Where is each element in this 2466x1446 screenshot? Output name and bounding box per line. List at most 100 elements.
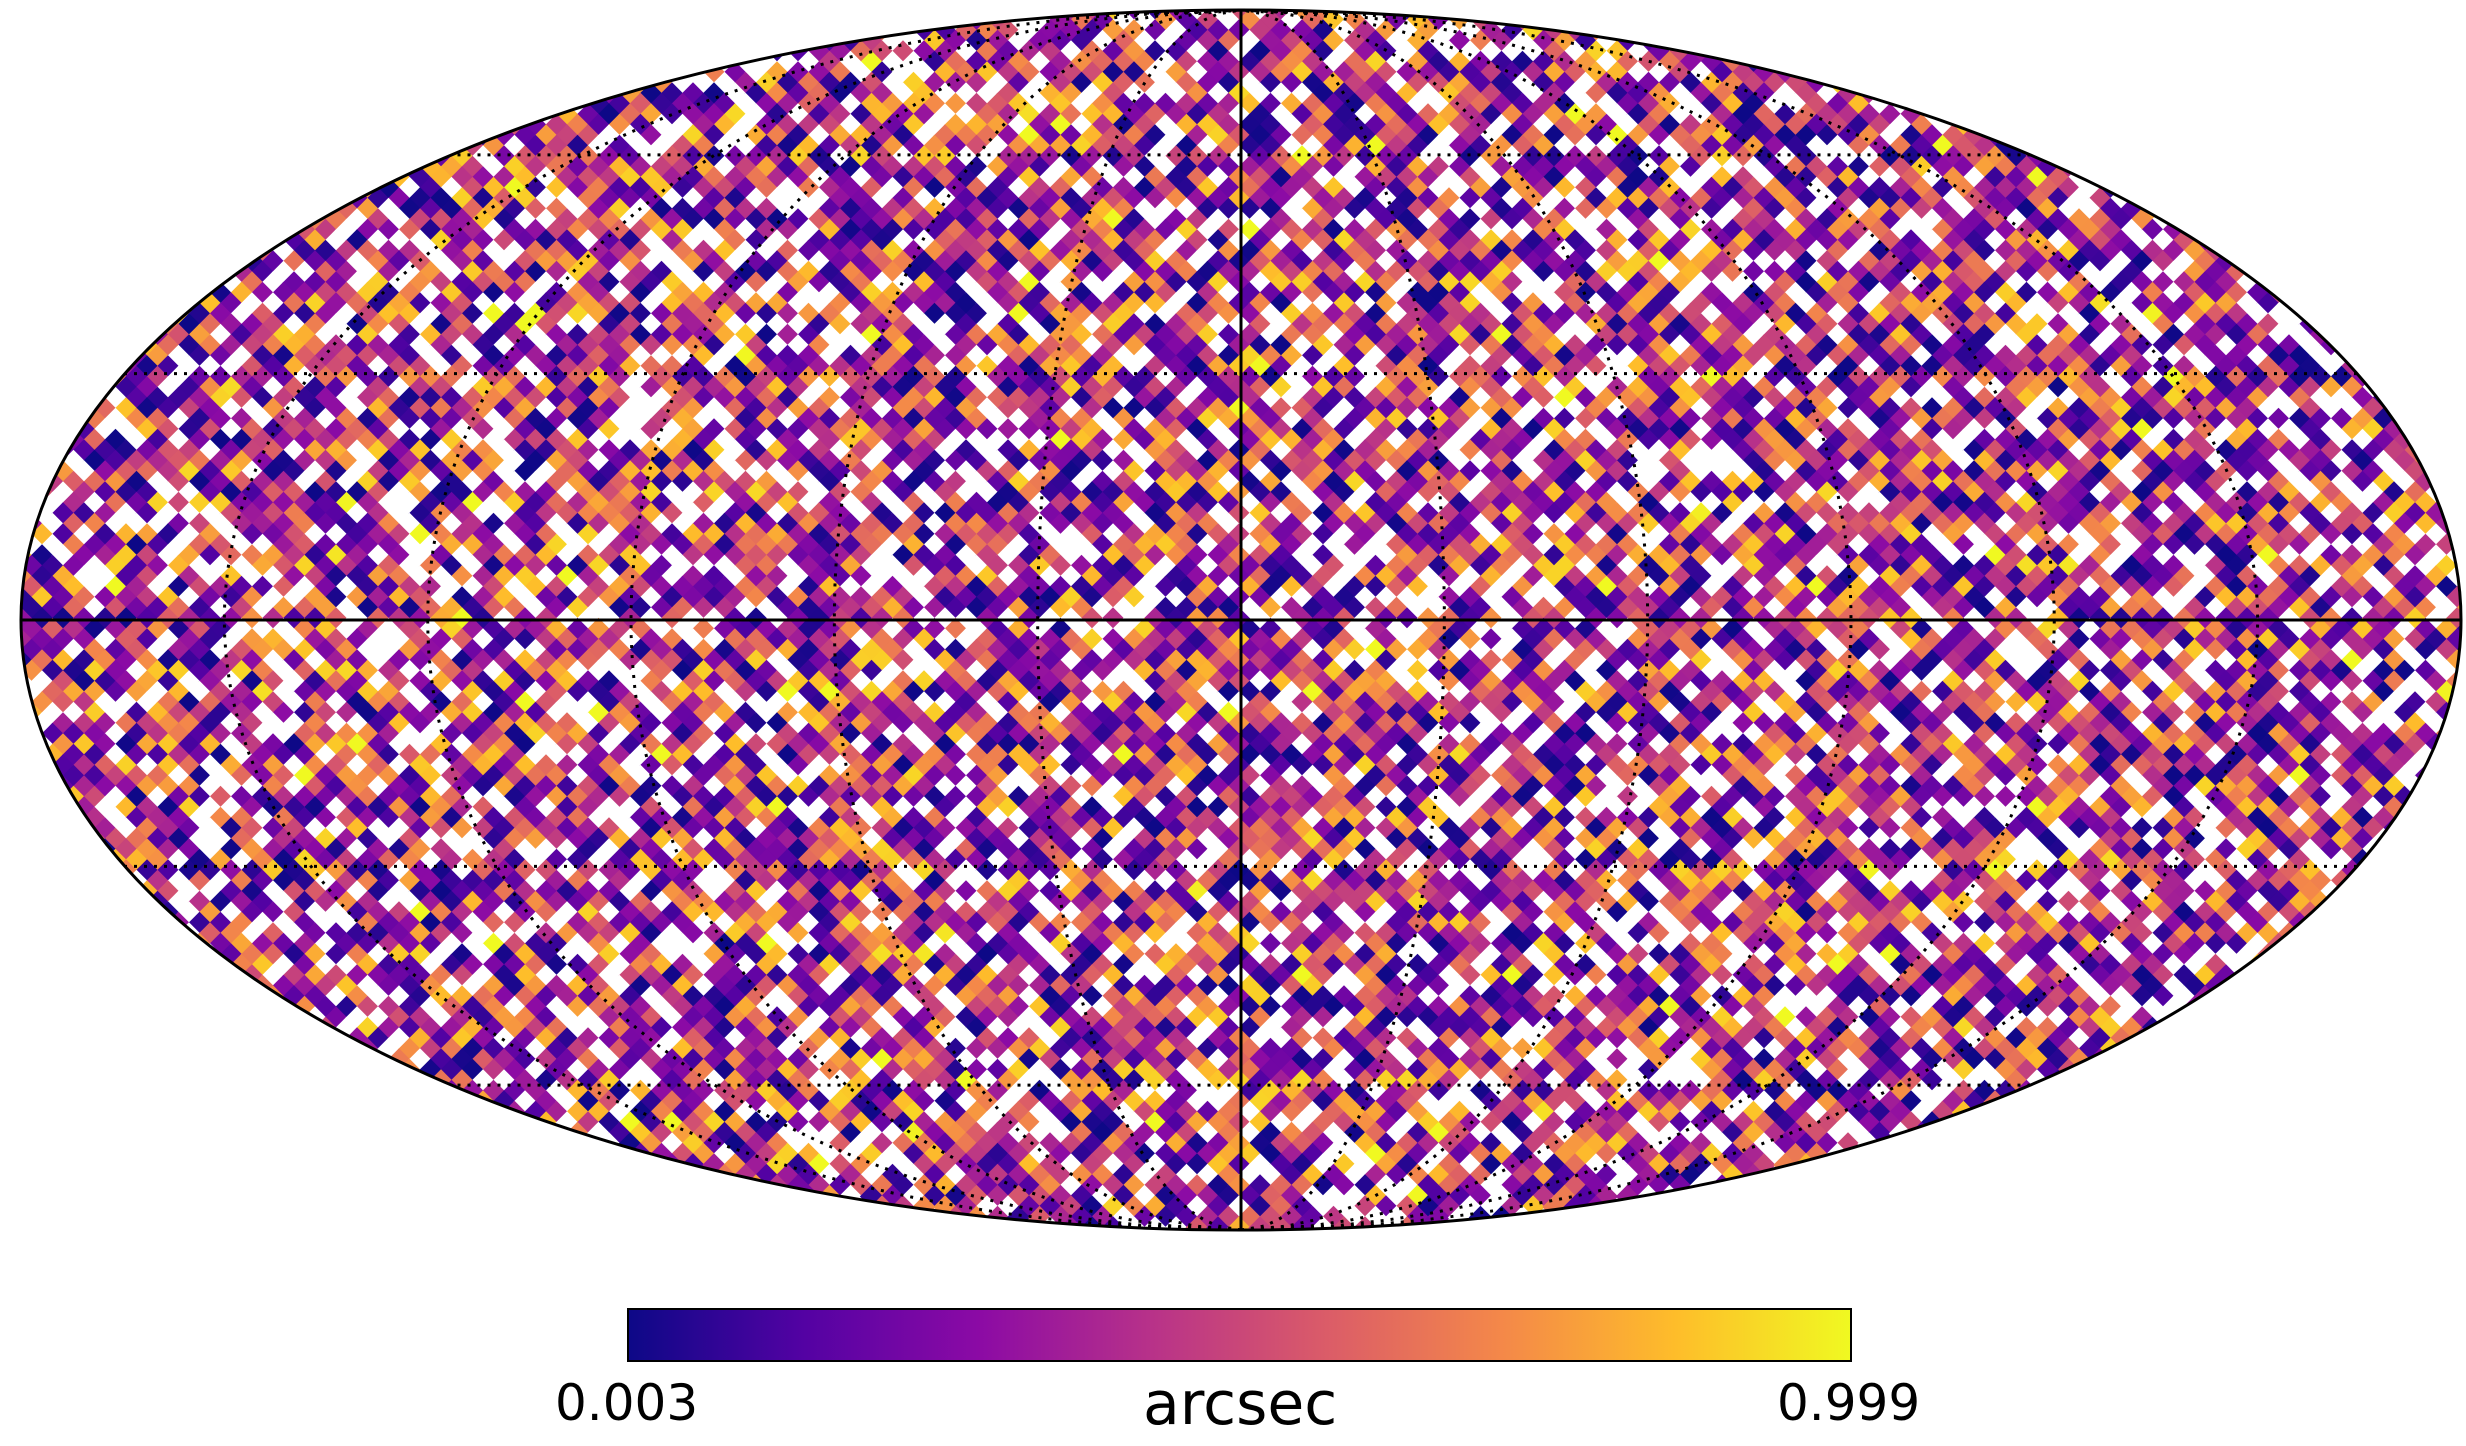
sky-pixel [1888,113,1913,138]
sky-pixel [1657,113,1682,138]
sky-pixel [1300,134,1325,159]
sky-pixel [1510,113,1535,138]
sky-pixel [1500,124,1524,148]
sky-pixel [1888,134,1913,159]
sky-pixel [1080,145,1104,169]
sky-pixel [1101,145,1125,169]
sky-pixel [1962,124,1986,148]
sky-pixel [1752,124,1776,148]
sky-pixel [1594,134,1619,159]
sky-pixel [1027,134,1052,159]
sky-pixel [1321,134,1346,159]
sky-pixel [1216,134,1241,159]
sky-pixel [1815,124,1839,148]
sky-pixel [1909,134,1934,159]
sky-pixel [1993,134,2018,159]
sky-pixel [1489,134,1514,159]
sky-pixel [1647,124,1671,148]
sky-pixel [1825,134,1850,159]
sky-pixel [1909,113,1934,138]
sky-pixel [1720,113,1745,138]
sky-pixel [1153,113,1178,138]
sky-pixel [450,145,474,169]
sky-pixel [1458,145,1482,169]
sky-pixel [1836,124,1860,148]
sky-pixel [1321,113,1346,138]
sky-pixel [1752,145,1776,169]
sky-pixel [1416,145,1440,169]
sky-pixel [1059,145,1083,169]
sky-pixel [1048,113,1073,138]
sky-pixel [1258,134,1283,159]
sky-pixel [1857,124,1881,148]
sky-pixel [1164,124,1188,148]
sky-pixel [1794,145,1818,169]
sky-pixel [1584,145,1608,169]
sky-pixel [1710,124,1734,148]
sky-pixel [1479,145,1503,169]
sky-pixel [492,124,516,148]
sky-pixel [1269,124,1293,148]
sky-pixel [1762,134,1787,159]
sky-pixel [1069,134,1094,159]
sky-pixel [1405,134,1430,159]
sky-pixel [1773,145,1797,169]
sky-pixel [1332,124,1356,148]
sky-pixel [1920,124,1944,148]
sky-pixel [1920,145,1944,169]
sky-pixel [1615,113,1640,138]
sky-pixel [1731,145,1755,169]
sky-pixel [1794,124,1818,148]
sky-pixel [1437,145,1461,169]
sky-pixel [1237,113,1262,138]
sky-pixel [1458,124,1482,148]
sky-pixel [1983,145,2007,169]
sky-pixel [1374,124,1398,148]
sky-pixel [1111,113,1136,138]
sky-pixel [1132,134,1157,159]
sky-pixel [1143,145,1167,169]
sky-pixel [1857,145,1881,169]
sky-pixel [1342,113,1367,138]
sky-pixel [1510,134,1535,159]
sky-pixel [1069,113,1094,138]
sky-pixel [1689,145,1713,169]
sky-pixel-layer [21,10,2461,1230]
sky-pixel [1941,124,1965,148]
sky-pixel [1846,134,1871,159]
sky-pixel [471,145,495,169]
sky-pixel [1500,145,1524,169]
sky-pixel [1384,134,1409,159]
sky-pixel [1195,134,1220,159]
sky-pixel [1804,134,1829,159]
sky-pixel [1363,113,1388,138]
sky-pixel [1426,113,1451,138]
sky-pixel [1090,113,1115,138]
sky-pixel [1248,145,1272,169]
sky-pixel [1521,124,1545,148]
sky-pixel [1132,113,1157,138]
sky-pixel [1059,124,1083,148]
sky-pixel [1300,113,1325,138]
sky-pixel [1636,113,1661,138]
sky-pixel [1867,113,1892,138]
sky-pixel [1552,134,1577,159]
sky-pixel [1951,134,1976,159]
sky-pixel [1626,124,1650,148]
sky-pixel [1594,113,1619,138]
sky-pixel [1783,113,1808,138]
sky-pixel [1027,113,1052,138]
sky-pixel [1825,113,1850,138]
sky-pixel [1405,113,1430,138]
sky-pixel [1689,124,1713,148]
sky-pixel [1605,145,1629,169]
sky-pixel [1626,145,1650,169]
sky-pixel [1426,134,1451,159]
sky-pixel [1657,134,1682,159]
sky-pixel [1678,113,1703,138]
sky-pixel [1332,145,1356,169]
sky-pixel [1720,134,1745,159]
sky-pixel [1846,113,1871,138]
sky-pixel [1447,113,1472,138]
sky-pixel [1668,145,1692,169]
